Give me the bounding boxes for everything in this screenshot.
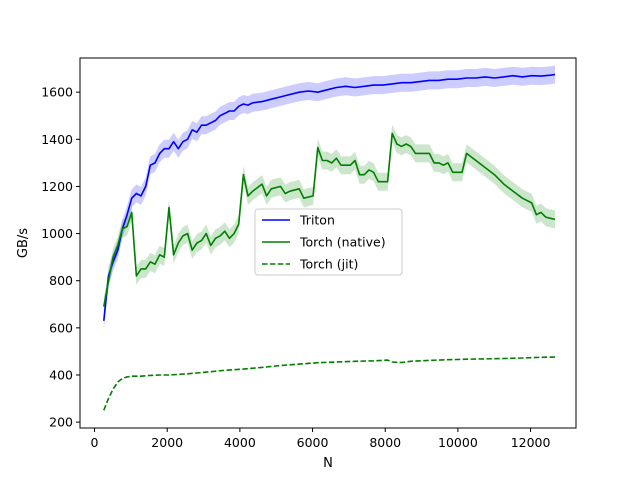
series-lines — [103, 73, 556, 411]
y-tick-label: 1600 — [41, 85, 73, 100]
y-tick-label: 400 — [49, 367, 73, 382]
y-tick-label: 800 — [49, 273, 73, 288]
y-tick-label: 1400 — [41, 132, 73, 147]
legend: Triton Torch (native) Torch (jit) — [254, 208, 403, 276]
confidence-bands — [103, 65, 556, 330]
x-tick-label: 10000 — [438, 435, 478, 450]
series-line-torch-jit — [103, 356, 556, 411]
legend-label-torch-native: Torch (native) — [299, 235, 386, 250]
y-axis-label: GB/s — [16, 228, 31, 258]
y-axis-ticks: 200 400 600 800 1000 1200 1400 1600 — [41, 85, 80, 430]
y-tick-label: 200 — [49, 415, 73, 430]
x-axis-ticks: 0 2000 4000 6000 8000 10000 12000 — [91, 428, 551, 450]
x-tick-label: 4000 — [224, 435, 256, 450]
x-tick-label: 8000 — [369, 435, 401, 450]
series-band-triton — [103, 65, 556, 330]
legend-label-triton: Triton — [299, 213, 335, 228]
series-band-torch-native — [103, 124, 556, 316]
series-line-triton — [103, 73, 556, 321]
y-tick-label: 1000 — [41, 226, 73, 241]
legend-label-torch-jit: Torch (jit) — [299, 257, 358, 272]
x-tick-label: 0 — [91, 435, 99, 450]
series-line-torch-native — [103, 132, 556, 307]
x-tick-label: 2000 — [151, 435, 183, 450]
x-tick-label: 6000 — [297, 435, 329, 450]
y-tick-label: 600 — [49, 320, 73, 335]
plot-frame — [79, 57, 577, 429]
legend-frame — [254, 208, 403, 276]
y-tick-label: 1200 — [41, 179, 73, 194]
x-tick-label: 12000 — [511, 435, 551, 450]
x-axis-label: N — [323, 456, 333, 471]
